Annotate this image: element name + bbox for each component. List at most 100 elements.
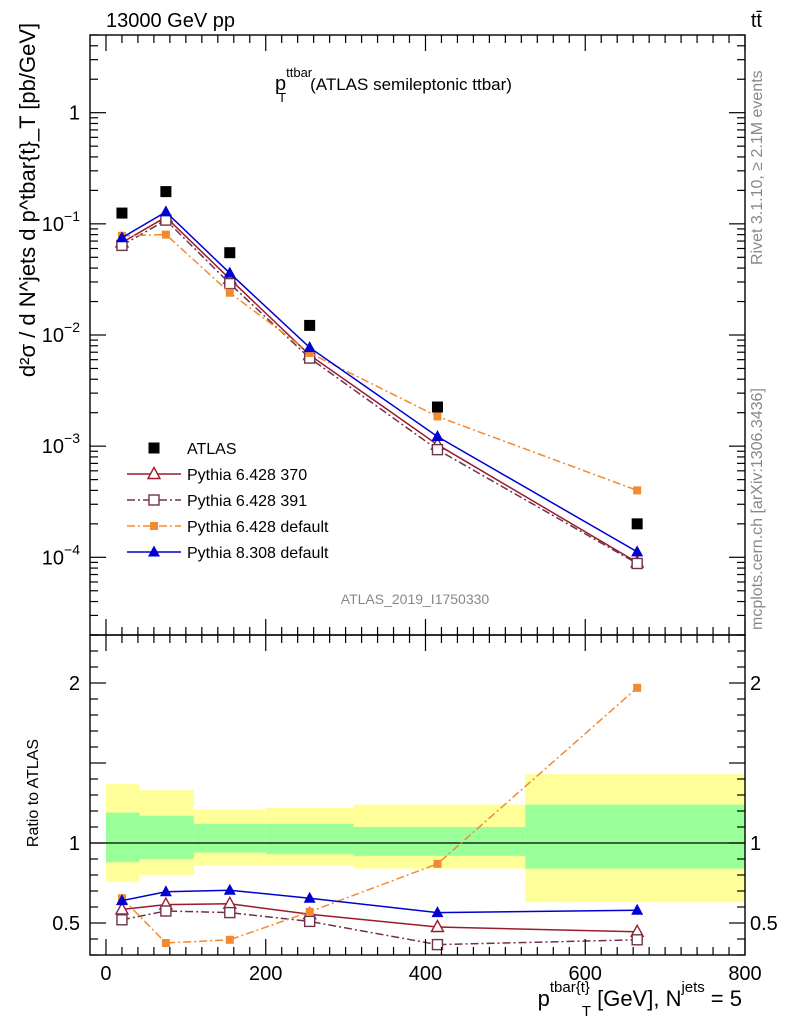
main-title-sup: ttbar <box>286 65 313 80</box>
ratio-point-1-5 <box>631 934 643 946</box>
legend-label-1: Pythia 6.428 370 <box>187 467 307 484</box>
main-y-tick-exp: −4 <box>64 541 80 557</box>
ratio-series-line-3 <box>121 889 638 914</box>
legend-label-3: Pythia 6.428 default <box>187 519 329 536</box>
rivet-label: Rivet 3.1.10, ≥ 2.1M events <box>749 70 766 265</box>
main-point-2-5 <box>631 557 643 570</box>
ratio-point-1-4 <box>431 938 444 951</box>
x-tick-label: 0 <box>100 963 111 985</box>
ratio-series-line-1 <box>121 910 638 946</box>
x-tick-label: 800 <box>728 963 761 985</box>
main-series-line-2 <box>121 219 638 565</box>
x-tick-label: 200 <box>249 963 282 985</box>
x-label-rest: [GeV], N <box>597 986 681 1011</box>
main-point-4-3 <box>303 341 316 353</box>
legend: ATLAS Pythia 6.428 370 Pythia 6.428 391 Pyt… <box>127 441 329 562</box>
legend-label-2: Pythia 6.428 391 <box>187 493 307 510</box>
main-point-3-1 <box>161 230 170 239</box>
legend-label-0: ATLAS <box>187 441 237 458</box>
main-point-0-3 <box>304 319 316 331</box>
main-y-tick-base: 10 <box>42 325 64 347</box>
ratio-point-2-2 <box>225 935 234 944</box>
x-label-tail: = 5 <box>711 986 742 1011</box>
ratio-point-2-5 <box>633 683 642 692</box>
main-point-2-2 <box>224 277 236 290</box>
main-y-tick-exp: −2 <box>64 319 80 335</box>
main-y-tick-label: 10−4 <box>42 541 80 569</box>
ratio-point-3-4 <box>431 906 444 918</box>
main-y-tick-base: 10 <box>42 436 64 458</box>
energy-label: 13000 GeV pp <box>106 10 235 32</box>
ratio-point-0-4 <box>430 919 445 933</box>
x-label-p: p <box>538 986 550 1011</box>
ratio-band-green <box>353 827 526 856</box>
main-y-axis-label: d²σ / d N^jets d p^tbar{t}_T [pb/GeV] <box>15 23 40 377</box>
ratio-y-tick-label-right: 2 <box>750 673 761 695</box>
ratio-point-3-1 <box>159 885 172 897</box>
main-y-tick-base: 10 <box>42 547 64 569</box>
ratio-point-0-2 <box>222 895 237 909</box>
process-label: tt̄ <box>751 10 763 32</box>
x-axis-label: ptbar{t} T [GeV], Njets = 5 <box>538 979 742 1020</box>
main-point-0-5 <box>631 518 643 530</box>
main-y-tick-label: 10−3 <box>42 430 80 458</box>
x-tick-label: 400 <box>409 963 442 985</box>
main-plot-area <box>114 186 645 570</box>
ratio-point-0-0 <box>114 901 130 915</box>
main-point-3-5 <box>633 486 642 495</box>
ratio-y-tick-label-right: 1 <box>750 833 761 855</box>
main-y-tick-label: 10−2 <box>42 319 80 347</box>
x-label-sup: tbar{t} <box>550 979 590 996</box>
main-point-4-4 <box>431 430 444 442</box>
ratio-plot-area <box>90 683 745 951</box>
main-title-p: p <box>275 73 286 95</box>
main-point-4-2 <box>223 266 236 278</box>
main-y-tick-label: 10−1 <box>42 208 80 236</box>
mcplots-label: mcplots.cern.ch [arXiv:1306.3436] <box>749 388 766 630</box>
legend-label-4: Pythia 8.308 default <box>187 545 329 562</box>
x-label-sub: T <box>582 1003 591 1020</box>
main-point-3-2 <box>225 288 234 297</box>
x-label-sup2: jets <box>680 979 704 996</box>
ratio-point-2-1 <box>161 939 170 947</box>
main-point-0-4 <box>431 401 443 413</box>
ratio-band-green <box>525 804 745 869</box>
main-point-4-5 <box>631 545 644 557</box>
ratio-y-tick-label: 0.5 <box>52 913 80 935</box>
main-y-tick-base: 1 <box>69 103 80 125</box>
main-point-4-0 <box>115 231 128 243</box>
main-y-tick-label: 1 <box>69 103 80 125</box>
ratio-point-1-3 <box>303 915 316 928</box>
ratio-point-1-2 <box>224 906 236 919</box>
ratio-point-1-0 <box>116 914 128 926</box>
main-point-3-4 <box>433 412 442 421</box>
ratio-point-3-3 <box>303 891 316 903</box>
x-tick-label: 600 <box>569 963 602 985</box>
ratio-band-green <box>139 815 194 859</box>
ratio-y-tick-label: 1 <box>69 833 80 855</box>
ratio-series-line-2 <box>121 687 638 944</box>
ratio-point-3-5 <box>631 903 644 915</box>
main-series-line-4 <box>121 210 638 553</box>
ratio-band-green <box>265 823 354 855</box>
ratio-y-tick-label-right: 0.5 <box>750 913 778 935</box>
main-point-0-1 <box>160 186 172 198</box>
main-point-2-1 <box>160 214 172 226</box>
ratio-point-2-3 <box>305 907 314 916</box>
legend-marker-0 <box>148 442 160 454</box>
ratio-point-3-0 <box>115 894 128 906</box>
ratio-series-line-0 <box>121 903 638 933</box>
legend-marker-4 <box>148 545 160 557</box>
main-point-2-4 <box>431 443 444 456</box>
main-y-tick-base: 10 <box>42 214 64 236</box>
main-point-4-1 <box>159 205 172 217</box>
legend-marker-2 <box>148 494 160 506</box>
main-series-line-3 <box>121 233 638 492</box>
legend-marker-3 <box>150 522 158 530</box>
ratio-point-1-1 <box>160 905 172 917</box>
legend-marker-1 <box>146 466 162 480</box>
main-point-0-0 <box>116 207 128 219</box>
main-y-tick-exp: −1 <box>64 208 80 224</box>
